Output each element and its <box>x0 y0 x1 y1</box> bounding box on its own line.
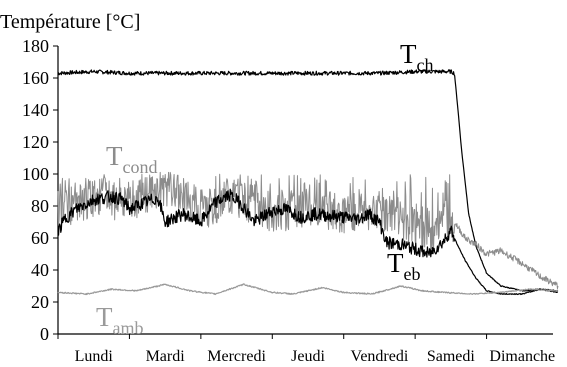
x-tick-label: Dimanche <box>489 348 555 365</box>
series-lines <box>57 69 559 296</box>
x-tick-label: Lundi <box>75 348 114 365</box>
x-tick-label: Vendredi <box>351 348 409 365</box>
y-tick-labels: 0 20 40 60 80 100 120 140 160 180 <box>22 36 58 344</box>
y-axis-title: Température [°C] <box>0 11 140 33</box>
x-tick-label: Jeudi <box>291 348 325 365</box>
x-tick-label: Mercredi <box>207 348 266 365</box>
series-label-ch: Tch <box>400 39 434 75</box>
series-label-eb: Teb <box>387 248 421 284</box>
y-tick-label: 60 <box>31 228 49 248</box>
y-tick-label: 0 <box>40 324 49 344</box>
series-label-amb: Tamb <box>96 302 144 338</box>
series-line-ch <box>57 69 559 292</box>
y-tick-label: 160 <box>22 68 49 88</box>
y-tick-label: 80 <box>31 196 49 216</box>
x-tick-label: Mardi <box>146 348 186 365</box>
y-tick-label: 100 <box>22 164 49 184</box>
y-tick-label: 140 <box>22 100 49 120</box>
axes <box>57 46 553 335</box>
series-labels: Tch Tcond Teb Tamb <box>96 39 434 338</box>
y-tick-label: 40 <box>31 260 49 280</box>
series-line-eb <box>57 188 559 296</box>
series-line-cond <box>57 171 559 290</box>
y-tick-label: 120 <box>22 132 49 152</box>
x-tick-label: Samedi <box>427 348 476 365</box>
series-line-amb <box>57 283 559 296</box>
series-label-cond: Tcond <box>106 141 158 177</box>
y-tick-label: 20 <box>31 292 49 312</box>
x-tick-labels: Lundi Mardi Mercredi Jeudi Vendredi Samedi Dim… <box>57 334 555 365</box>
y-tick-label: 180 <box>22 36 49 56</box>
